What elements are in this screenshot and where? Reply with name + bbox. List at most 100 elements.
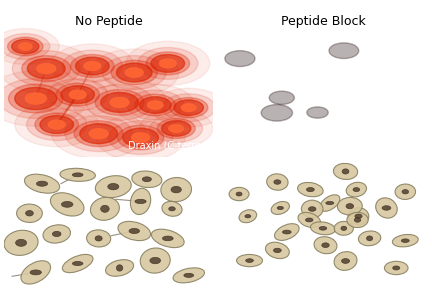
Ellipse shape [329, 43, 359, 59]
Ellipse shape [111, 60, 157, 85]
Ellipse shape [142, 177, 151, 182]
Ellipse shape [314, 237, 337, 254]
Ellipse shape [118, 221, 151, 241]
Ellipse shape [48, 120, 65, 129]
Ellipse shape [51, 44, 134, 88]
Ellipse shape [30, 270, 41, 275]
Ellipse shape [307, 107, 328, 118]
Ellipse shape [322, 243, 329, 248]
Ellipse shape [236, 192, 242, 196]
Ellipse shape [170, 98, 208, 118]
Ellipse shape [395, 184, 416, 200]
Ellipse shape [116, 84, 194, 126]
Ellipse shape [73, 261, 83, 265]
Ellipse shape [277, 206, 283, 210]
Ellipse shape [161, 177, 191, 202]
Ellipse shape [56, 83, 99, 106]
Ellipse shape [305, 218, 313, 222]
Ellipse shape [36, 72, 120, 117]
Ellipse shape [274, 224, 299, 241]
Ellipse shape [392, 234, 418, 247]
Ellipse shape [366, 236, 373, 241]
Ellipse shape [342, 169, 349, 174]
Ellipse shape [36, 181, 48, 186]
Ellipse shape [150, 115, 203, 142]
Ellipse shape [308, 207, 316, 211]
Ellipse shape [346, 182, 366, 197]
Ellipse shape [12, 51, 80, 87]
Ellipse shape [246, 259, 254, 262]
Ellipse shape [90, 49, 179, 96]
Ellipse shape [267, 174, 288, 190]
Ellipse shape [48, 79, 108, 111]
Ellipse shape [21, 261, 51, 284]
Ellipse shape [138, 47, 198, 79]
Ellipse shape [376, 198, 397, 218]
Text: Peptide Block: Peptide Block [280, 15, 365, 28]
Ellipse shape [73, 78, 167, 127]
Ellipse shape [27, 59, 65, 79]
Ellipse shape [140, 248, 170, 273]
Ellipse shape [157, 118, 195, 139]
Ellipse shape [95, 176, 131, 198]
Ellipse shape [184, 273, 194, 278]
Ellipse shape [151, 55, 184, 72]
Ellipse shape [273, 248, 281, 253]
Ellipse shape [132, 133, 149, 142]
Ellipse shape [140, 109, 213, 148]
Ellipse shape [70, 55, 114, 78]
Ellipse shape [162, 201, 182, 216]
Ellipse shape [62, 50, 123, 82]
Ellipse shape [269, 91, 294, 104]
Ellipse shape [22, 56, 71, 82]
Ellipse shape [135, 199, 146, 204]
Ellipse shape [74, 121, 123, 147]
Ellipse shape [8, 37, 43, 56]
Ellipse shape [382, 206, 391, 210]
Ellipse shape [60, 168, 95, 181]
Ellipse shape [320, 195, 340, 211]
Ellipse shape [86, 84, 153, 120]
Ellipse shape [62, 254, 93, 273]
Ellipse shape [225, 51, 255, 67]
Ellipse shape [61, 201, 73, 207]
Ellipse shape [0, 71, 88, 126]
Ellipse shape [162, 121, 191, 136]
Ellipse shape [65, 116, 133, 152]
Ellipse shape [261, 104, 292, 121]
Text: No Peptide: No Peptide [75, 15, 143, 28]
Ellipse shape [1, 34, 50, 59]
Ellipse shape [117, 63, 152, 82]
Ellipse shape [283, 230, 291, 234]
Ellipse shape [26, 109, 87, 140]
Ellipse shape [302, 200, 323, 218]
Ellipse shape [69, 90, 86, 99]
Ellipse shape [110, 97, 129, 107]
Ellipse shape [19, 43, 32, 50]
Ellipse shape [342, 259, 349, 263]
Ellipse shape [341, 226, 347, 230]
Ellipse shape [355, 214, 362, 218]
Ellipse shape [105, 260, 133, 276]
Ellipse shape [51, 109, 146, 159]
Ellipse shape [147, 101, 163, 109]
Ellipse shape [152, 88, 226, 127]
Ellipse shape [169, 125, 184, 132]
Ellipse shape [173, 268, 204, 283]
Ellipse shape [384, 261, 408, 275]
Ellipse shape [159, 59, 176, 68]
Ellipse shape [102, 56, 166, 89]
Ellipse shape [140, 97, 171, 113]
Ellipse shape [348, 208, 369, 225]
Ellipse shape [265, 242, 289, 259]
Ellipse shape [89, 129, 108, 139]
Ellipse shape [132, 171, 162, 188]
Text: Draxin (C-term.): Draxin (C-term.) [128, 140, 208, 151]
Ellipse shape [0, 29, 59, 64]
Ellipse shape [35, 113, 79, 136]
Ellipse shape [86, 230, 111, 247]
Ellipse shape [169, 207, 175, 211]
Ellipse shape [12, 39, 39, 54]
Ellipse shape [393, 266, 400, 270]
Ellipse shape [51, 193, 84, 216]
